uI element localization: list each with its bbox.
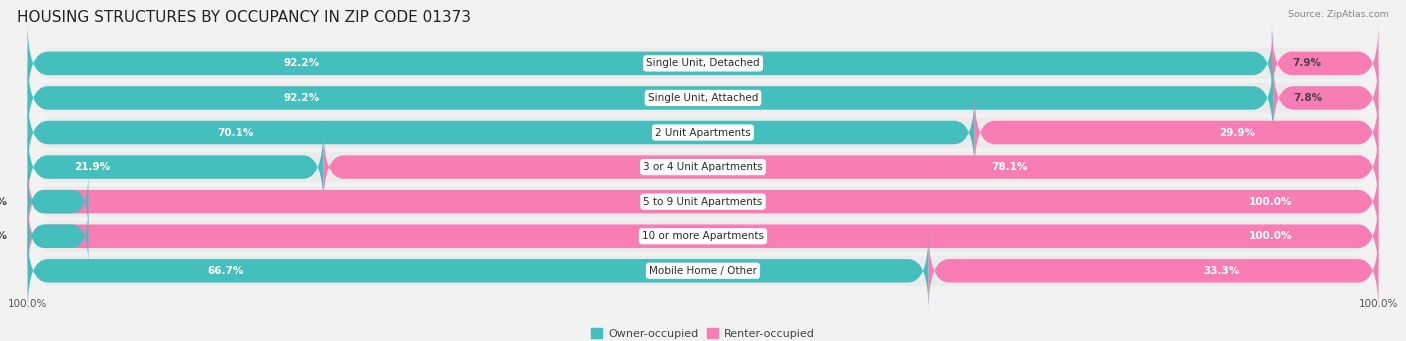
FancyBboxPatch shape xyxy=(28,23,1272,103)
FancyBboxPatch shape xyxy=(28,155,1378,249)
FancyBboxPatch shape xyxy=(323,127,1378,207)
FancyBboxPatch shape xyxy=(928,231,1378,311)
Text: 66.7%: 66.7% xyxy=(208,266,245,276)
Text: 10 or more Apartments: 10 or more Apartments xyxy=(643,231,763,241)
FancyBboxPatch shape xyxy=(28,92,974,173)
FancyBboxPatch shape xyxy=(1271,23,1378,103)
Text: HOUSING STRUCTURES BY OCCUPANCY IN ZIP CODE 01373: HOUSING STRUCTURES BY OCCUPANCY IN ZIP C… xyxy=(17,10,471,25)
Text: 92.2%: 92.2% xyxy=(284,58,319,69)
FancyBboxPatch shape xyxy=(28,120,1378,214)
FancyBboxPatch shape xyxy=(28,224,1378,318)
Text: Single Unit, Detached: Single Unit, Detached xyxy=(647,58,759,69)
FancyBboxPatch shape xyxy=(28,16,1378,110)
FancyBboxPatch shape xyxy=(1272,58,1378,138)
Text: 29.9%: 29.9% xyxy=(1219,128,1256,137)
Text: 5 to 9 Unit Apartments: 5 to 9 Unit Apartments xyxy=(644,197,762,207)
Text: Source: ZipAtlas.com: Source: ZipAtlas.com xyxy=(1288,10,1389,19)
Text: 0.0%: 0.0% xyxy=(0,231,7,241)
Text: Mobile Home / Other: Mobile Home / Other xyxy=(650,266,756,276)
Text: 7.9%: 7.9% xyxy=(1292,58,1322,69)
FancyBboxPatch shape xyxy=(28,189,1378,283)
Text: 100.0%: 100.0% xyxy=(1249,197,1292,207)
Text: Single Unit, Attached: Single Unit, Attached xyxy=(648,93,758,103)
Text: 70.1%: 70.1% xyxy=(218,128,254,137)
FancyBboxPatch shape xyxy=(28,162,1378,242)
Text: 92.2%: 92.2% xyxy=(284,93,319,103)
Text: 0.0%: 0.0% xyxy=(0,197,7,207)
FancyBboxPatch shape xyxy=(28,86,1378,179)
FancyBboxPatch shape xyxy=(28,231,928,311)
FancyBboxPatch shape xyxy=(28,207,89,266)
FancyBboxPatch shape xyxy=(28,127,323,207)
Text: 3 or 4 Unit Apartments: 3 or 4 Unit Apartments xyxy=(643,162,763,172)
FancyBboxPatch shape xyxy=(974,92,1378,173)
FancyBboxPatch shape xyxy=(28,58,1272,138)
Legend: Owner-occupied, Renter-occupied: Owner-occupied, Renter-occupied xyxy=(586,324,820,341)
Text: 78.1%: 78.1% xyxy=(991,162,1028,172)
Text: 7.8%: 7.8% xyxy=(1294,93,1323,103)
Text: 33.3%: 33.3% xyxy=(1204,266,1239,276)
FancyBboxPatch shape xyxy=(28,196,1378,276)
Text: 2 Unit Apartments: 2 Unit Apartments xyxy=(655,128,751,137)
Text: 21.9%: 21.9% xyxy=(75,162,111,172)
FancyBboxPatch shape xyxy=(28,172,89,232)
FancyBboxPatch shape xyxy=(28,51,1378,145)
Text: 100.0%: 100.0% xyxy=(1249,231,1292,241)
